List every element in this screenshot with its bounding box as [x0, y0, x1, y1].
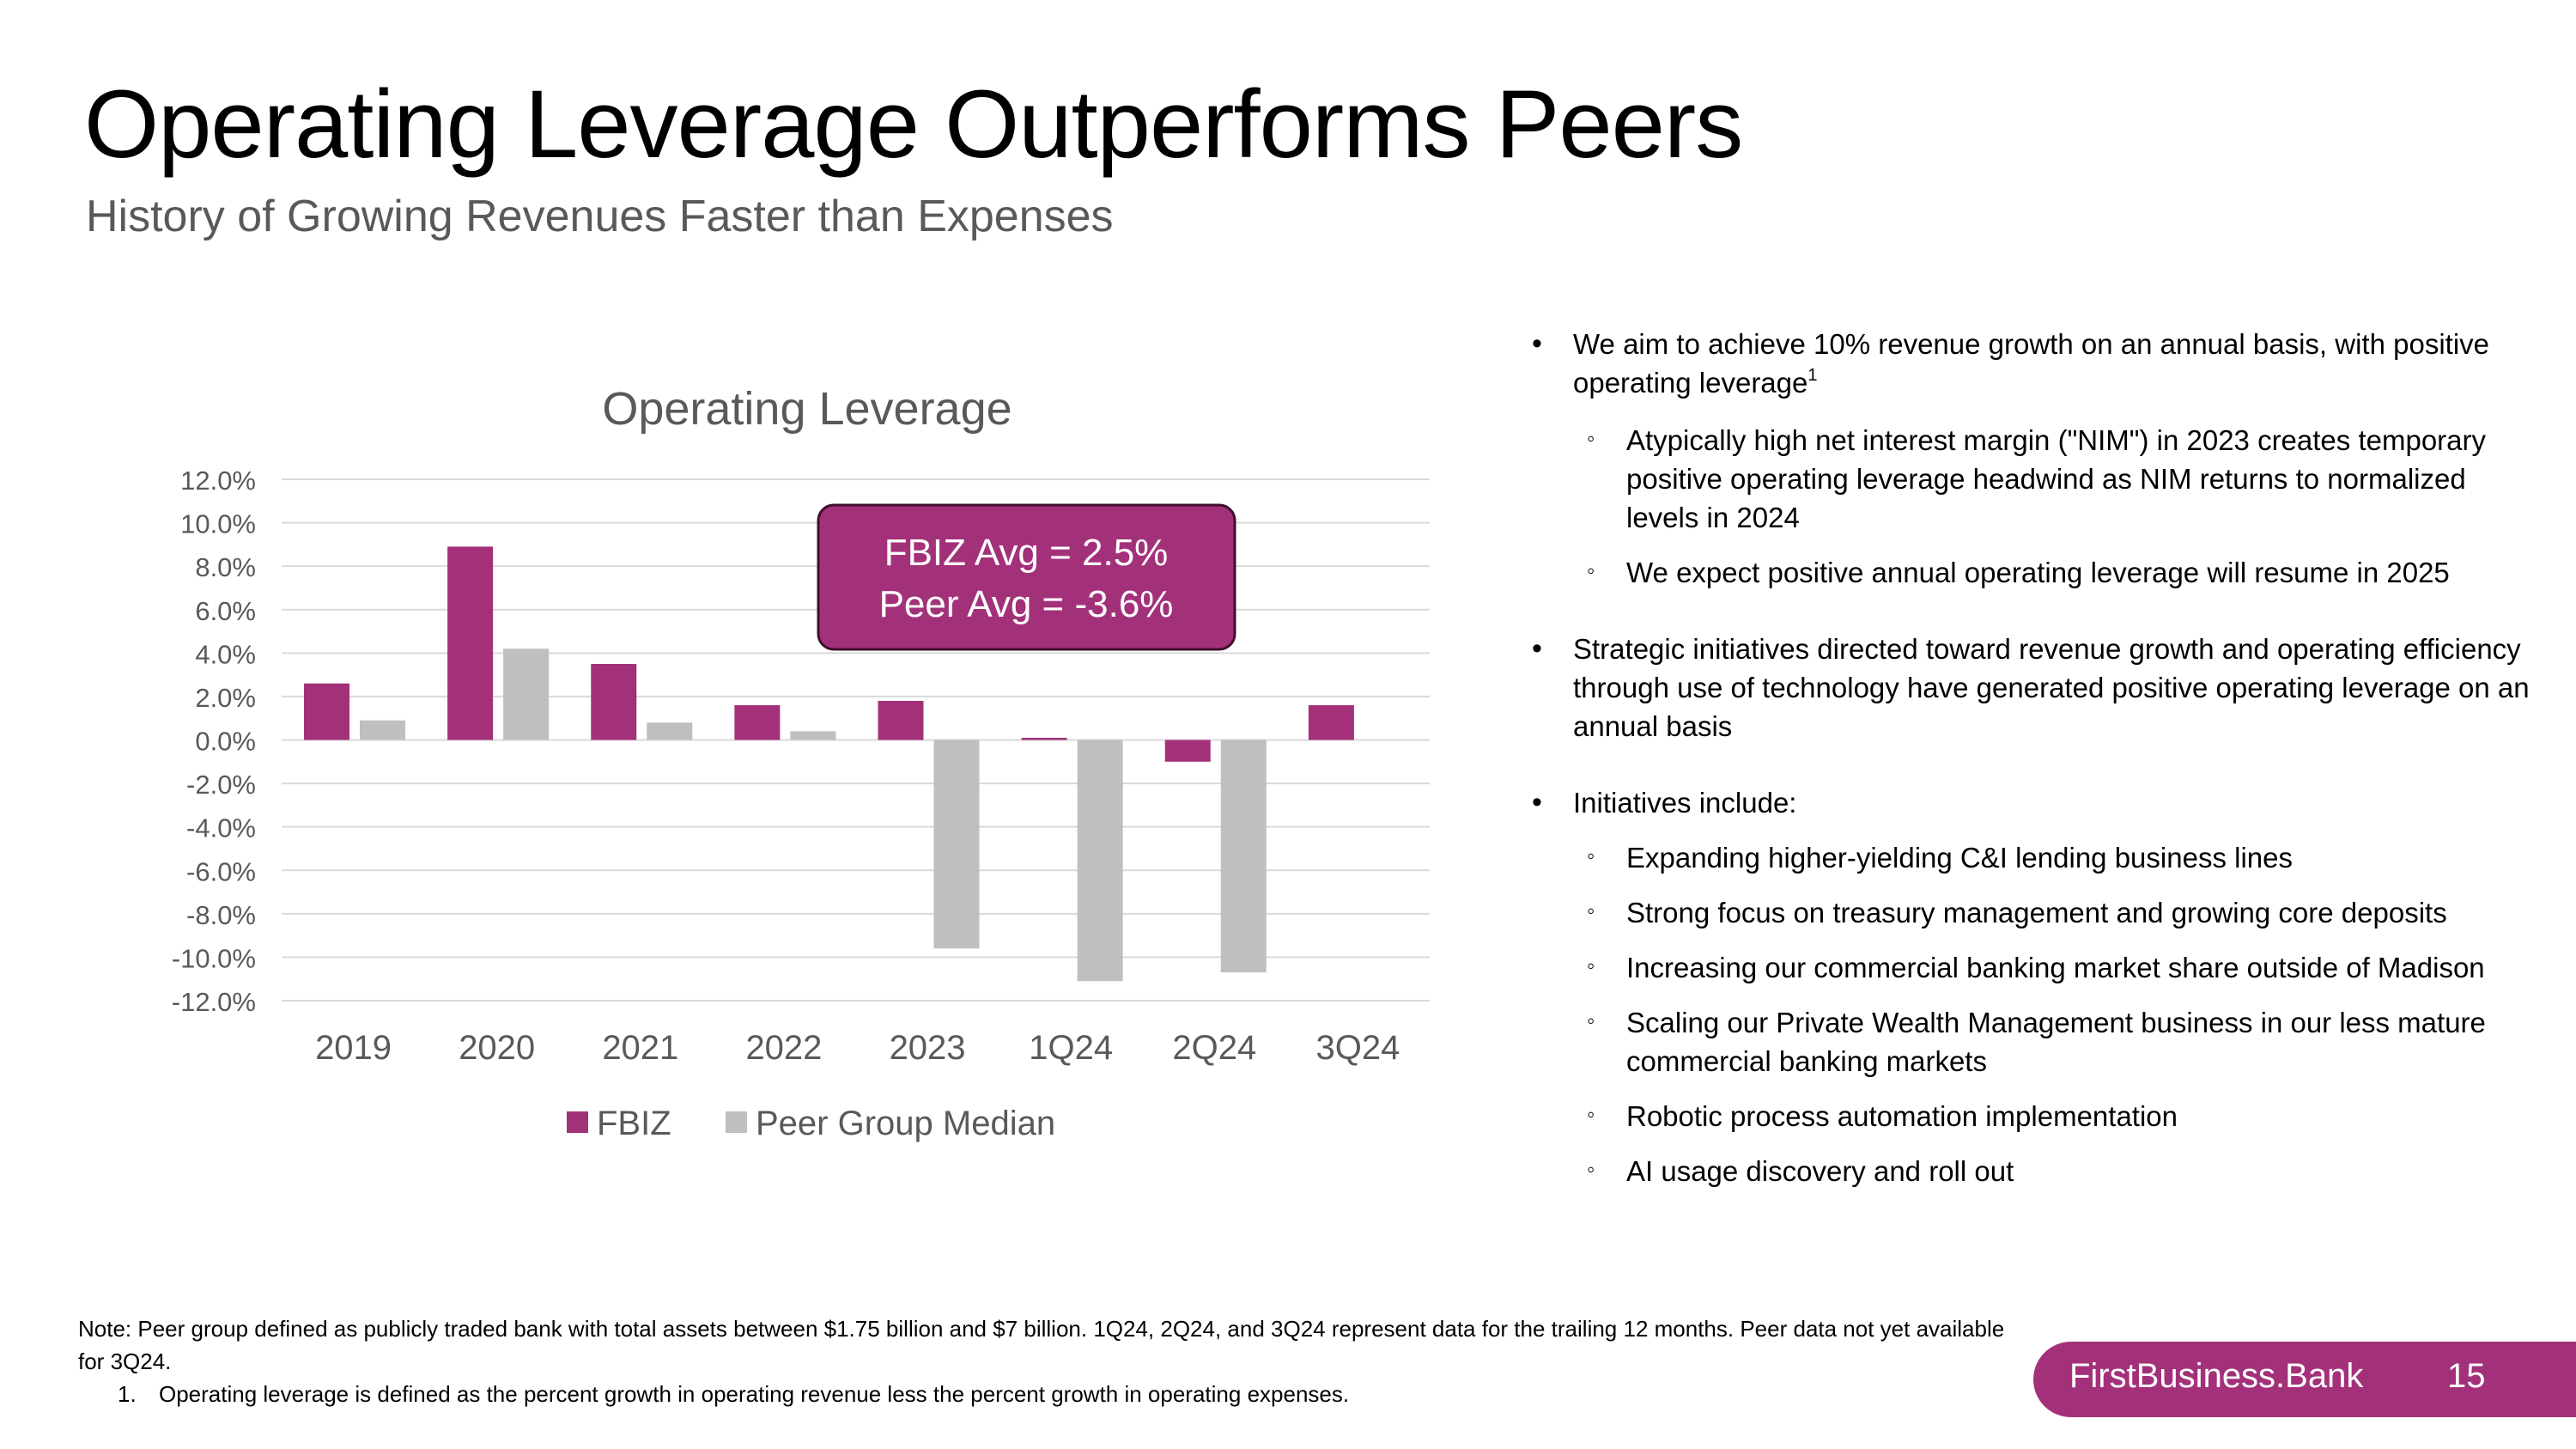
- sub-bullet-rpa: ◦ Robotic process automation implementat…: [1528, 1097, 2533, 1135]
- sub-bullet-circle: ◦: [1587, 425, 1595, 451]
- legend-swatch: [567, 1111, 588, 1133]
- x-axis-tick-labels: 2019 2020 2021 2022 2023 1Q24 2Q24 3Q24: [315, 1029, 1400, 1067]
- y-tick-label: 8.0%: [195, 552, 256, 582]
- sub-bullet-circle: ◦: [1587, 1156, 1595, 1182]
- annotation-peer-avg: Peer Avg = -3.6%: [879, 583, 1174, 625]
- bar-peer-group-median-2023: [933, 740, 980, 949]
- footnote-text: Operating leverage is defined as the per…: [159, 1381, 1350, 1407]
- bar-peer-group-median-1q24: [1077, 740, 1123, 982]
- page-number: 15: [2447, 1357, 2486, 1395]
- sub-bullet-text: Increasing our commercial banking market…: [1626, 952, 2485, 983]
- bar-peer-group-median-2020: [503, 648, 550, 740]
- bullet-revenue-growth: • We aim to achieve 10% revenue growth o…: [1528, 325, 2533, 402]
- y-tick-label: 10.0%: [180, 509, 256, 539]
- bar-peer-group-median-2021: [647, 722, 693, 740]
- bullet-text: We aim to achieve 10% revenue growth on …: [1573, 328, 2490, 399]
- x-tick-label: 3Q24: [1316, 1029, 1400, 1067]
- sub-bullet-market-share: ◦ Increasing our commercial banking mark…: [1528, 948, 2533, 987]
- sub-bullet-circle: ◦: [1587, 557, 1595, 583]
- y-tick-label: -6.0%: [186, 856, 256, 886]
- brand-bar: FirstBusiness.Bank 15: [2033, 1342, 2576, 1417]
- bar-peer-group-median-2q24: [1220, 740, 1267, 973]
- x-tick-label: 2023: [890, 1029, 966, 1067]
- bars: [304, 546, 1354, 982]
- bullet-text: Initiatives include:: [1573, 787, 1797, 819]
- sub-bullet-text: Scaling our Private Wealth Management bu…: [1626, 1007, 2486, 1077]
- bar-fbiz-1q24: [1021, 737, 1067, 740]
- sub-bullet-resume-2025: ◦ We expect positive annual operating le…: [1528, 553, 2533, 592]
- x-tick-label: 2019: [315, 1029, 392, 1067]
- y-axis-tick-labels: 12.0% 10.0% 8.0% 6.0% 4.0% 2.0% 0.0% -2.0% -4.0%…: [172, 466, 256, 1017]
- average-annotation: FBIZ Avg = 2.5% Peer Avg = -3.6%: [817, 503, 1236, 651]
- chart-legend: FBIZ Peer Group Median: [567, 1105, 1055, 1142]
- sub-bullet-circle: ◦: [1587, 843, 1595, 868]
- y-tick-label: 6.0%: [195, 596, 256, 626]
- bullet-initiatives-include: • Initiatives include:: [1528, 783, 2533, 822]
- bar-fbiz-2021: [591, 663, 637, 740]
- footnote: 1. Operating leverage is defined as the p…: [118, 1379, 2007, 1409]
- sub-bullet-private-wealth: ◦ Scaling our Private Wealth Management …: [1528, 1003, 2533, 1081]
- x-tick-label: 1Q24: [1029, 1029, 1113, 1067]
- brand-logo-text: FirstBusiness.Bank: [2069, 1357, 2364, 1395]
- y-tick-label: 4.0%: [195, 639, 256, 669]
- annotation-box-shape: [817, 503, 1236, 651]
- peer-group-note: Note: Peer group defined as publicly tra…: [78, 1316, 2005, 1374]
- sub-bullet-circle: ◦: [1587, 1101, 1595, 1127]
- x-tick-label: 2021: [602, 1029, 678, 1067]
- bullet-dot: •: [1532, 327, 1542, 360]
- x-tick-label: 2020: [459, 1029, 535, 1067]
- operating-leverage-chart: Operating Leverage 12.0% 10.0% 8.0% 6.0% 4.0…: [172, 383, 1430, 1142]
- x-tick-label: 2022: [745, 1029, 822, 1067]
- y-tick-label: 12.0%: [180, 466, 256, 496]
- x-tick-label: 2Q24: [1172, 1029, 1256, 1067]
- bar-fbiz-2019: [304, 683, 349, 740]
- legend-swatch: [726, 1111, 747, 1133]
- y-tick-label: 0.0%: [195, 727, 256, 757]
- annotation-fbiz-avg: FBIZ Avg = 2.5%: [884, 532, 1169, 574]
- sub-bullet-ci-lending: ◦ Expanding higher-yielding C&I lending …: [1528, 838, 2533, 877]
- slide-title: Operating Leverage Outperforms Peers: [84, 70, 1743, 178]
- slide-subtitle: History of Growing Revenues Faster than …: [86, 192, 1114, 241]
- sub-bullet-circle: ◦: [1587, 898, 1595, 923]
- legend-label: Peer Group Median: [756, 1105, 1055, 1142]
- sub-bullet-circle: ◦: [1587, 1008, 1595, 1033]
- bar-fbiz-3q24: [1308, 705, 1354, 740]
- bullet-strategic-initiatives: • Strategic initiatives directed toward …: [1528, 630, 2533, 746]
- bullet-list: • We aim to achieve 10% revenue growth o…: [1528, 325, 2533, 1190]
- y-tick-label: -8.0%: [186, 900, 256, 930]
- y-tick-label: -10.0%: [172, 943, 256, 973]
- bar-peer-group-median-2022: [790, 731, 836, 740]
- bar-fbiz-2023: [878, 700, 924, 740]
- sub-bullet-text: AI usage discovery and roll out: [1626, 1155, 2014, 1187]
- bullet-text: Strategic initiatives directed toward re…: [1573, 633, 2530, 742]
- footnote-marker: 1: [1807, 366, 1818, 385]
- bar-fbiz-2022: [734, 705, 781, 740]
- sub-bullet-nim: ◦ Atypically high net interest margin ("…: [1528, 421, 2533, 537]
- bar-fbiz-2020: [447, 546, 494, 740]
- sub-bullet-text: Expanding higher-yielding C&I lending bu…: [1626, 842, 2293, 874]
- sub-bullet-text: Robotic process automation implementatio…: [1626, 1100, 2178, 1132]
- sub-bullet-text: Strong focus on treasury management and …: [1626, 897, 2447, 928]
- y-tick-label: -2.0%: [186, 770, 256, 800]
- sub-bullet-circle: ◦: [1587, 953, 1595, 978]
- sub-bullet-text: Atypically high net interest margin ("NI…: [1626, 424, 2487, 533]
- bullet-dot: •: [1532, 632, 1542, 665]
- bullet-dot: •: [1532, 786, 1542, 819]
- y-tick-label: -12.0%: [172, 987, 256, 1017]
- footnote-number: 1.: [118, 1381, 137, 1407]
- legend-label: FBIZ: [597, 1105, 671, 1142]
- y-tick-label: 2.0%: [195, 683, 256, 713]
- sub-bullet-treasury: ◦ Strong focus on treasury management an…: [1528, 893, 2533, 932]
- y-tick-label: -4.0%: [186, 813, 256, 843]
- bar-peer-group-median-2019: [360, 720, 405, 740]
- sub-bullet-ai: ◦ AI usage discovery and roll out: [1528, 1152, 2533, 1190]
- sub-bullet-text: We expect positive annual operating leve…: [1626, 557, 2450, 588]
- chart-title: Operating Leverage: [602, 383, 1012, 435]
- bar-fbiz-2q24: [1164, 740, 1211, 762]
